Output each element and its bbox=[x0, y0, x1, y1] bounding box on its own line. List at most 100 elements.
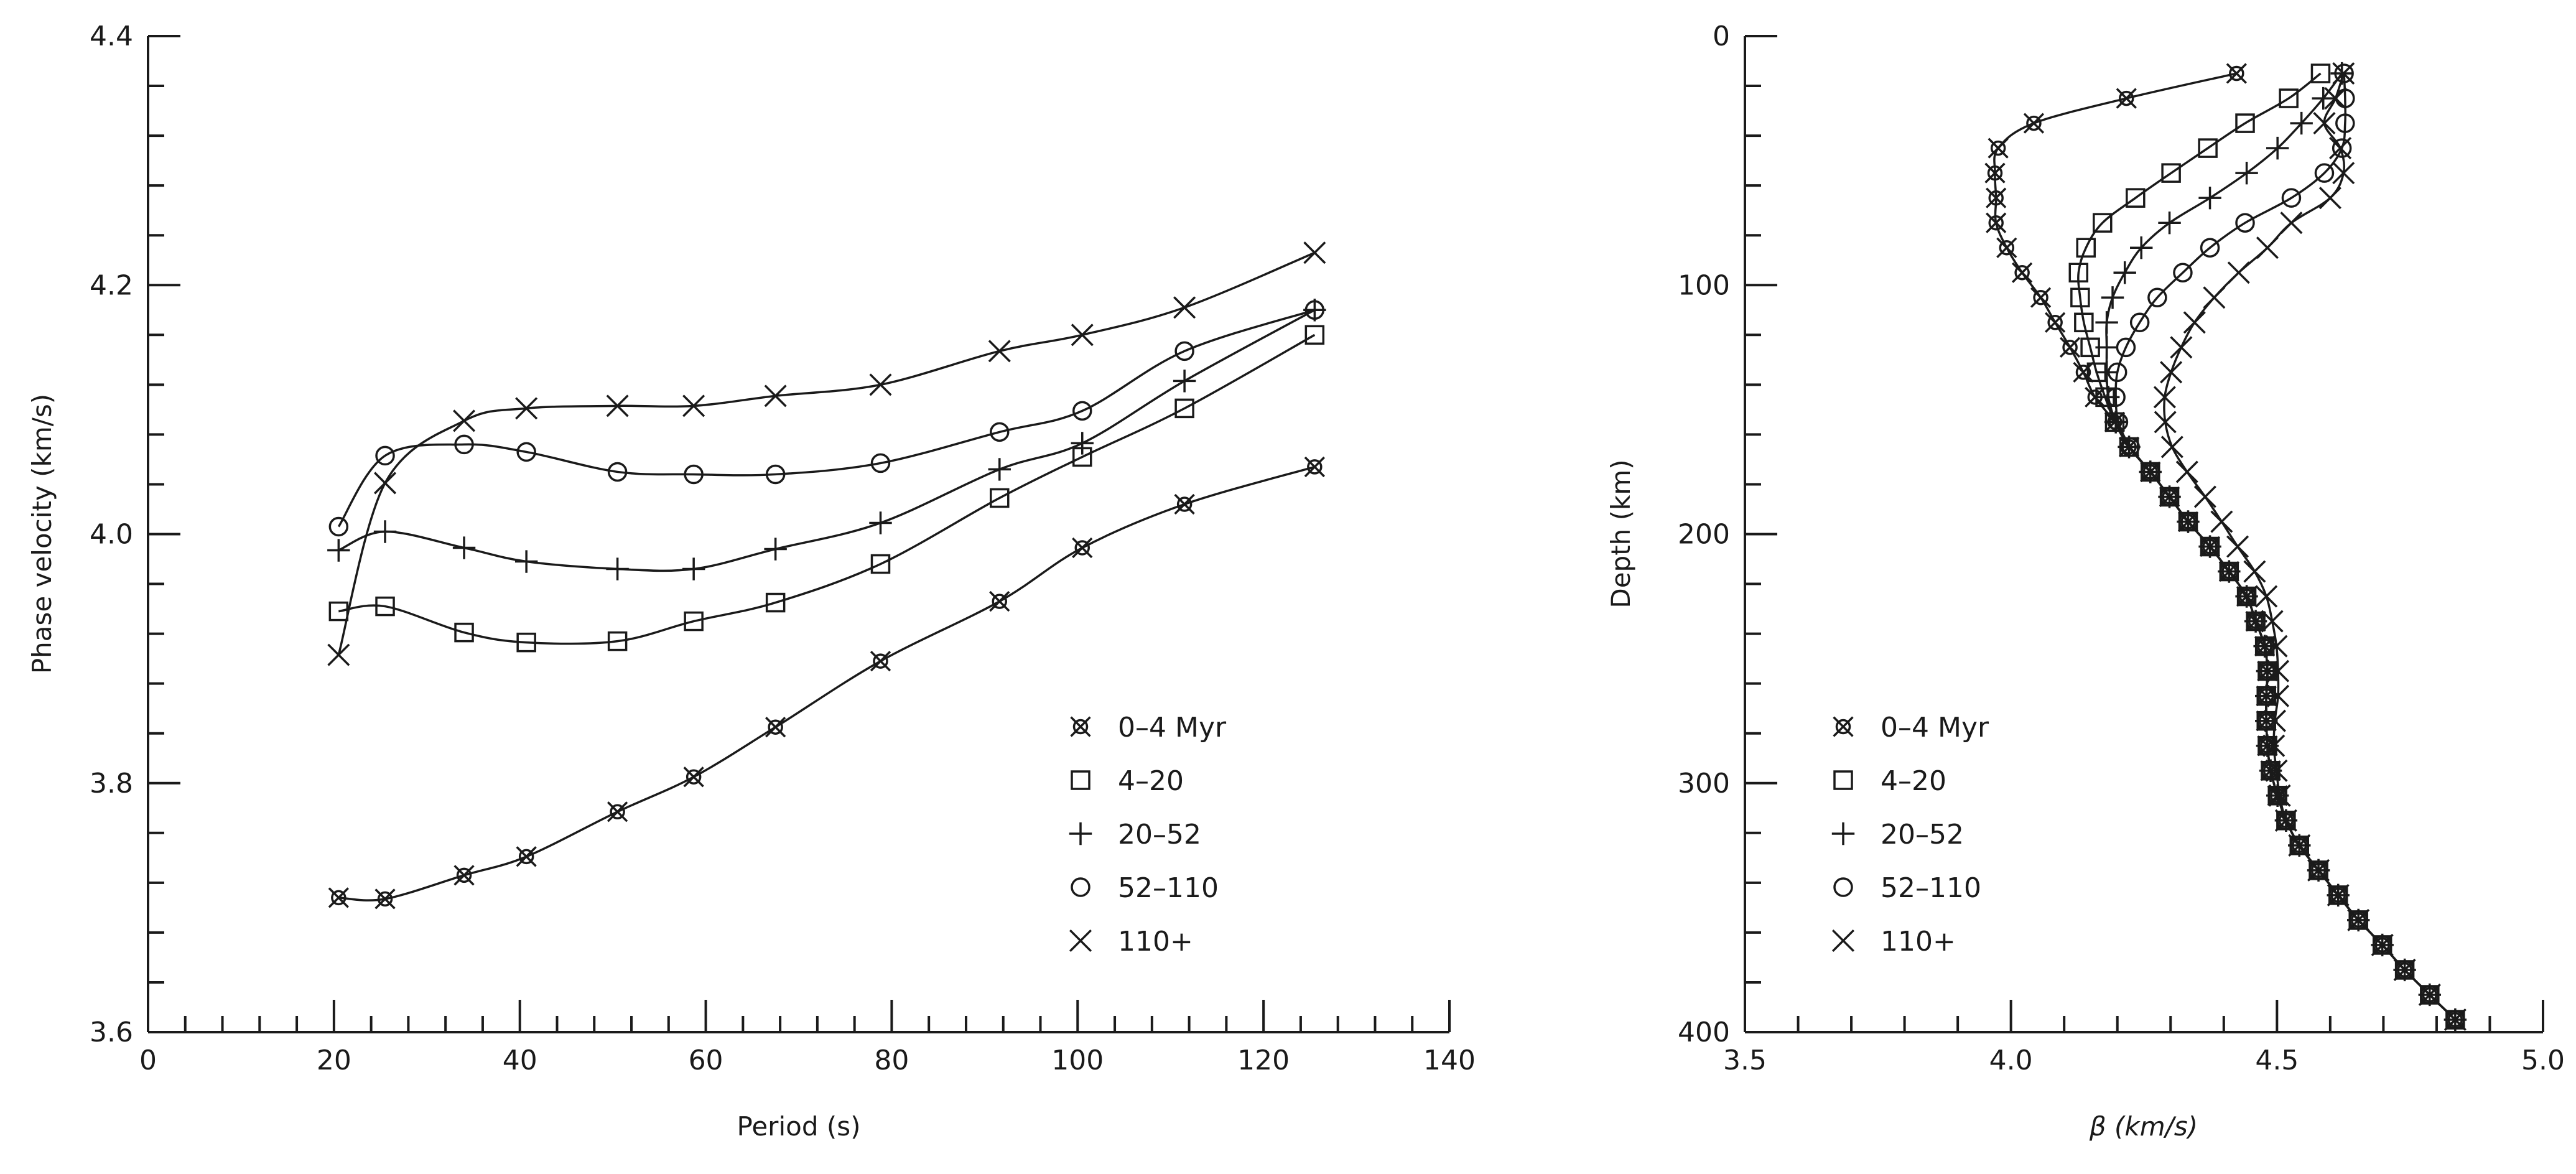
x-marker bbox=[2268, 784, 2291, 807]
marker-plus bbox=[1173, 370, 1196, 393]
circle-x-marker-cross bbox=[2085, 386, 2106, 408]
x-marker bbox=[1071, 324, 1094, 347]
marker-square bbox=[1071, 770, 1090, 790]
marker-x bbox=[515, 397, 538, 420]
plus-marker bbox=[2130, 236, 2153, 259]
marker-x bbox=[2332, 162, 2355, 185]
marker-x bbox=[2153, 386, 2176, 409]
marker-circle bbox=[2257, 735, 2277, 756]
x-marker bbox=[1303, 241, 1326, 264]
circle-x-marker bbox=[768, 719, 783, 735]
y-tick-label: 400 bbox=[1678, 1017, 1730, 1048]
marker-circle bbox=[2328, 885, 2348, 905]
circle-marker bbox=[516, 442, 536, 462]
plus-marker bbox=[682, 557, 705, 580]
y-tick-label: 0 bbox=[1713, 21, 1730, 52]
plus-marker bbox=[2235, 161, 2258, 185]
marker-circle-x bbox=[1986, 212, 2007, 233]
square-marker bbox=[684, 611, 704, 631]
marker-circle bbox=[2276, 811, 2296, 831]
marker-x bbox=[2175, 460, 2198, 483]
x-marker bbox=[2160, 361, 2183, 384]
x-marker bbox=[2329, 137, 2352, 160]
x-marker bbox=[2170, 336, 2193, 359]
circle-marker bbox=[2108, 412, 2129, 432]
square-marker bbox=[2093, 213, 2113, 233]
plus-marker bbox=[514, 550, 538, 573]
marker-plus bbox=[682, 557, 705, 580]
circle-marker bbox=[328, 516, 349, 537]
marker-plus bbox=[2266, 136, 2289, 160]
marker-circle-x bbox=[765, 717, 786, 738]
x-marker bbox=[2418, 983, 2441, 1006]
circle-x-marker-cross bbox=[1070, 716, 1091, 737]
marker-square bbox=[684, 611, 704, 631]
circle-marker bbox=[2309, 860, 2328, 880]
square-marker bbox=[2310, 63, 2331, 83]
plus-marker bbox=[373, 520, 397, 543]
circle-x-marker bbox=[377, 891, 393, 907]
x-marker bbox=[327, 643, 350, 666]
circle-x-marker bbox=[610, 804, 625, 820]
square-marker bbox=[607, 631, 628, 651]
circle-marker bbox=[1833, 877, 1853, 897]
marker-circle-x bbox=[1984, 162, 2006, 184]
marker-x bbox=[764, 384, 787, 408]
circle-x-marker bbox=[1988, 190, 2004, 206]
circle-x-marker-cross bbox=[1984, 162, 2006, 184]
x-marker bbox=[2263, 709, 2286, 732]
x-marker bbox=[2210, 510, 2233, 533]
marker-circle-x bbox=[1304, 456, 1325, 478]
circle-marker bbox=[2348, 910, 2368, 930]
square-marker bbox=[1833, 770, 1853, 790]
marker-x bbox=[2265, 635, 2288, 658]
circle-x-marker-cross bbox=[2059, 337, 2081, 358]
circle-marker bbox=[2276, 811, 2296, 831]
x-marker bbox=[2265, 759, 2288, 782]
x-marker bbox=[2255, 585, 2278, 608]
circle-x-marker-cross bbox=[374, 888, 396, 910]
marker-x bbox=[682, 394, 705, 417]
circle-x-marker-cross bbox=[1996, 237, 2017, 258]
marker-circle-x bbox=[2073, 361, 2094, 383]
marker-x bbox=[1071, 324, 1094, 347]
circle-marker bbox=[607, 462, 628, 482]
marker-circle bbox=[516, 442, 536, 462]
x-axis-label: β (km/s) bbox=[2089, 1111, 2198, 1142]
marker-circle bbox=[2314, 163, 2335, 183]
plus-marker bbox=[869, 511, 892, 534]
circle-marker bbox=[2106, 387, 2126, 408]
circle-x-marker bbox=[1074, 540, 1090, 556]
square-marker bbox=[375, 596, 395, 617]
marker-circle bbox=[990, 422, 1010, 442]
marker-x bbox=[2443, 1008, 2467, 1032]
circle-x-marker bbox=[2026, 115, 2042, 131]
marker-circle-x bbox=[870, 650, 891, 672]
marker-square bbox=[2198, 138, 2218, 158]
plus-marker bbox=[2113, 261, 2136, 284]
circle-x-marker-cross bbox=[870, 650, 891, 672]
marker-circle bbox=[2281, 188, 2302, 208]
plus-marker bbox=[2095, 361, 2118, 384]
circle-marker bbox=[2219, 561, 2239, 582]
y-axis-label: Phase velocity (km/s) bbox=[27, 394, 57, 674]
marker-circle bbox=[2235, 213, 2255, 233]
marker-circle-x bbox=[1833, 716, 1854, 737]
marker-square bbox=[2279, 88, 2299, 108]
marker-x bbox=[606, 394, 629, 417]
series-circle bbox=[2106, 63, 2465, 1030]
marker-plus bbox=[869, 511, 892, 534]
series-line bbox=[338, 309, 1316, 572]
circle-marker bbox=[2200, 536, 2220, 557]
marker-square bbox=[2126, 188, 2146, 208]
marker-circle bbox=[2116, 337, 2136, 358]
circle-marker bbox=[2335, 113, 2355, 133]
circle-marker bbox=[990, 422, 1010, 442]
circle-marker bbox=[2246, 611, 2266, 631]
marker-x bbox=[2268, 784, 2291, 807]
marker-circle bbox=[2107, 362, 2127, 383]
marker-circle bbox=[2108, 412, 2129, 432]
marker-x bbox=[988, 340, 1011, 363]
series-line bbox=[337, 251, 1316, 656]
marker-plus bbox=[2290, 111, 2313, 135]
